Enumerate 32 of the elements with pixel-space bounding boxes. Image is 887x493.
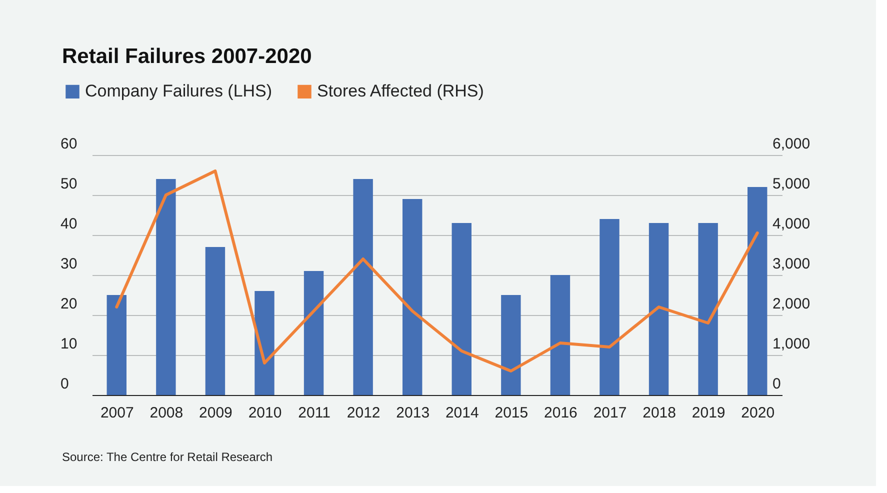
x-tick-label: 2007 [100, 404, 134, 422]
y2-tick-label: 2,000 [772, 296, 810, 312]
x-tick-label: 2012 [346, 404, 380, 422]
x-tick-label: 2020 [741, 404, 775, 422]
y-tick-label: 0 [60, 376, 69, 392]
y-tick-label: 20 [60, 296, 78, 312]
y2-tick-label: 5,000 [772, 176, 810, 192]
x-tick-label: 2017 [593, 404, 627, 422]
x-tick-label: 2013 [396, 404, 430, 422]
x-tick-label: 2010 [248, 404, 282, 422]
y2-tick-label: 3,000 [772, 256, 810, 272]
x-tick-label: 2009 [199, 404, 232, 422]
y2-tick-label: 0 [772, 376, 781, 392]
x-tick-label: 2018 [642, 404, 676, 422]
y-tick-label: 30 [60, 256, 78, 272]
x-tick-label: 2008 [150, 404, 184, 422]
x-tick-label: 2016 [544, 404, 578, 422]
y-tick-label: 10 [60, 336, 78, 352]
x-tick-label: 2019 [692, 404, 726, 422]
legend-label: Company Failures (LHS) [85, 82, 272, 101]
y-tick-label: 50 [60, 176, 78, 192]
x-tick-label: 2011 [298, 404, 330, 422]
source-note: Source: The Centre for Retail Research [62, 450, 273, 464]
legend-label: Stores Affected (RHS) [317, 82, 484, 101]
y2-tick-label: 1,000 [772, 336, 810, 352]
y-tick-label: 60 [60, 136, 78, 152]
x-tick-label: 2014 [445, 404, 479, 422]
y-tick-label: 40 [60, 216, 78, 232]
y2-tick-label: 6,000 [772, 136, 810, 152]
chart-title: Retail Failures 2007-2020 [62, 45, 312, 68]
x-tick-label: 2015 [494, 404, 528, 422]
y2-tick-label: 4,000 [772, 216, 810, 232]
